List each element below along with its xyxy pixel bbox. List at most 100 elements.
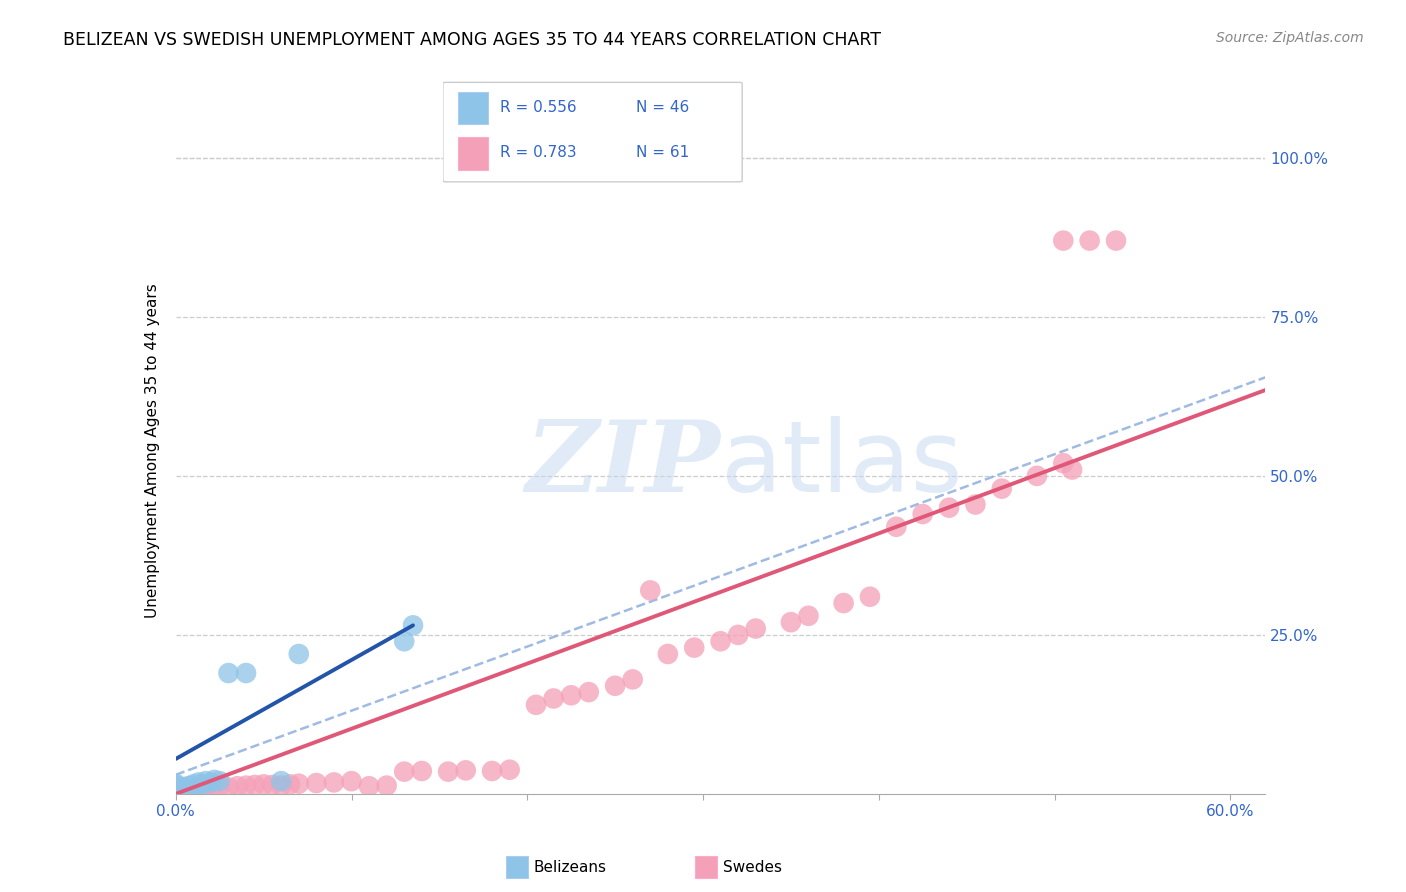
Y-axis label: Unemployment Among Ages 35 to 44 years: Unemployment Among Ages 35 to 44 years	[145, 283, 160, 618]
Point	[165, 782, 187, 797]
Point	[183, 777, 205, 791]
Point	[543, 691, 565, 706]
Point	[394, 764, 416, 779]
Text: N = 46: N = 46	[637, 101, 689, 115]
Bar	[458, 92, 488, 124]
Point	[1062, 462, 1084, 476]
Point	[165, 787, 187, 801]
Point	[217, 666, 239, 681]
Point	[797, 608, 820, 623]
Point	[170, 781, 193, 796]
Point	[640, 583, 662, 598]
Point	[375, 779, 398, 793]
Point	[165, 779, 187, 793]
Point	[194, 774, 217, 789]
Point	[177, 783, 200, 797]
Point	[262, 778, 284, 792]
Text: R = 0.556: R = 0.556	[501, 101, 576, 115]
Point	[359, 779, 381, 793]
Point	[991, 482, 1014, 496]
Point	[578, 685, 600, 699]
Point	[886, 520, 908, 534]
Point	[183, 782, 205, 797]
Bar	[695, 855, 717, 879]
Point	[727, 628, 749, 642]
Point	[288, 777, 311, 791]
Point	[560, 688, 582, 702]
Point	[165, 783, 187, 797]
Point	[166, 783, 188, 797]
Point	[226, 779, 249, 793]
Point	[165, 785, 187, 799]
Point	[243, 778, 266, 792]
Point	[170, 783, 193, 797]
Point	[177, 779, 200, 793]
Point	[1105, 234, 1128, 248]
FancyBboxPatch shape	[443, 82, 742, 182]
Point	[217, 780, 239, 795]
Point	[194, 781, 217, 796]
Text: BELIZEAN VS SWEDISH UNEMPLOYMENT AMONG AGES 35 TO 44 YEARS CORRELATION CHART: BELIZEAN VS SWEDISH UNEMPLOYMENT AMONG A…	[63, 31, 882, 49]
Point	[938, 500, 960, 515]
Point	[394, 634, 416, 648]
Point	[911, 507, 934, 521]
Point	[683, 640, 706, 655]
Point	[165, 786, 187, 800]
Text: ZIP: ZIP	[526, 416, 721, 512]
Point	[165, 787, 187, 801]
Point	[524, 698, 547, 712]
Point	[859, 590, 882, 604]
Point	[411, 764, 433, 778]
Point	[165, 783, 187, 797]
Point	[305, 776, 328, 790]
Point	[165, 781, 187, 796]
Point	[1052, 456, 1074, 470]
Point	[200, 780, 222, 795]
Point	[235, 779, 257, 793]
Point	[235, 666, 257, 681]
Point	[621, 673, 644, 687]
Point	[165, 787, 187, 801]
Point	[172, 783, 194, 797]
Point	[965, 498, 987, 512]
Bar	[506, 855, 527, 879]
Point	[165, 784, 187, 798]
Point	[174, 782, 197, 797]
Point	[402, 618, 425, 632]
Point	[165, 780, 187, 795]
Point	[170, 784, 193, 798]
Point	[710, 634, 733, 648]
Text: N = 61: N = 61	[637, 145, 689, 160]
Point	[1052, 234, 1074, 248]
Point	[172, 783, 194, 797]
Bar	[458, 136, 488, 169]
Point	[177, 783, 200, 797]
Point	[208, 774, 231, 789]
Point	[186, 781, 208, 796]
Point	[180, 779, 202, 793]
Point	[186, 779, 208, 793]
Point	[179, 780, 201, 795]
Point	[288, 647, 311, 661]
Point	[187, 775, 209, 789]
Point	[745, 622, 768, 636]
Point	[166, 785, 188, 799]
Text: atlas: atlas	[721, 416, 962, 513]
Point	[605, 679, 627, 693]
Point	[278, 777, 301, 791]
Point	[169, 782, 191, 797]
Point	[779, 615, 801, 630]
Point	[165, 786, 187, 800]
Point	[166, 787, 188, 801]
Point	[481, 764, 503, 778]
Point	[270, 779, 292, 793]
Point	[165, 787, 187, 801]
Point	[204, 772, 226, 787]
Point	[183, 780, 205, 795]
Point	[169, 785, 191, 799]
Point	[1026, 469, 1049, 483]
Point	[165, 781, 187, 796]
Point	[191, 777, 214, 791]
Point	[323, 775, 346, 789]
Point	[165, 783, 187, 797]
